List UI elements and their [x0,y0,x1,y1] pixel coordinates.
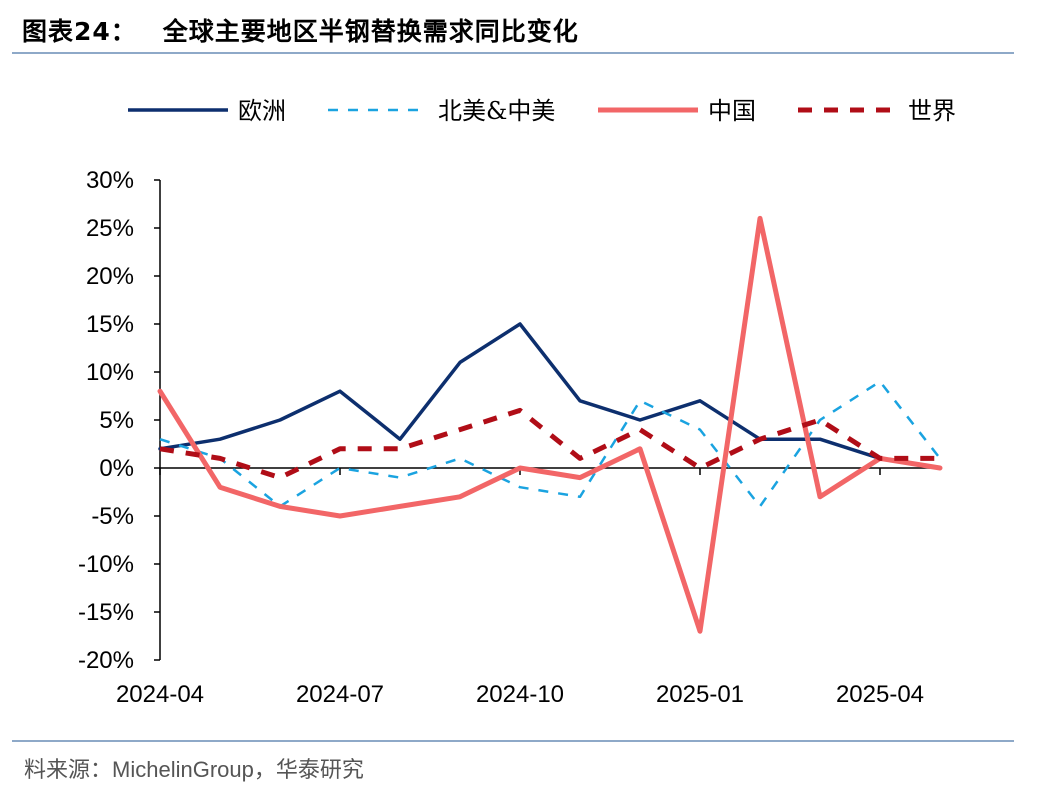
y-tick-label: 20% [86,263,134,290]
y-tick-label: 15% [86,311,134,338]
title-divider [12,52,1014,54]
figure-number: 图表24： [22,17,137,46]
source-note: 料来源：MichelinGroup，华泰研究 [24,752,364,784]
y-tick-label: -5% [91,503,134,530]
y-tick-label: 25% [86,215,134,242]
series-layer [157,215,943,634]
source-prefix: 料来源： [24,758,113,783]
chart-title: 全球主要地区半钢替换需求同比变化 [162,17,579,46]
legend: 欧洲 北美&中美 中国 世界 [128,97,956,125]
series-line-世界 [159,407,940,481]
legend-label-北美-中美: 北美&中美 [438,97,555,125]
series-line-中国 [157,215,943,634]
line-chart: 欧洲 北美&中美 中国 世界 -20% -15% -10% -5% 0% 5% 10% 15% 20%… [78,97,956,708]
series-line-北美-中美 [159,380,941,508]
y-axis: -20% -15% -10% -5% 0% 5% 10% 15% 20% 25% 30% [78,167,161,674]
x-tick-label: 2025-01 [656,681,744,708]
y-tick-label: 5% [99,407,134,434]
x-tick-label: 2025-04 [836,681,924,708]
legend-label-中国: 中国 [708,97,756,125]
x-tick-label: 2024-04 [116,681,204,708]
y-tick-label: 30% [86,167,134,194]
y-tick-label: 10% [86,359,134,386]
y-tick-label: -15% [78,599,134,626]
x-tick-label: 2024-10 [476,681,564,708]
legend-label-世界: 世界 [908,97,956,125]
legend-label-欧洲: 欧洲 [238,97,286,125]
series-line-欧洲 [158,322,942,470]
source-suffix: ，华泰研究 [253,758,364,783]
x-tick-label: 2024-07 [296,681,384,708]
figure-title: 图表24： 全球主要地区半钢替换需求同比变化 [22,12,579,48]
y-tick-label: -10% [78,551,134,578]
y-tick-label: 0% [99,455,134,482]
x-axis: 2024-04 2024-07 2024-10 2025-01 2025-04 [116,467,940,708]
y-tick-label: -20% [78,647,134,674]
source-org: MichelinGroup [112,757,254,782]
source-divider [12,740,1014,742]
